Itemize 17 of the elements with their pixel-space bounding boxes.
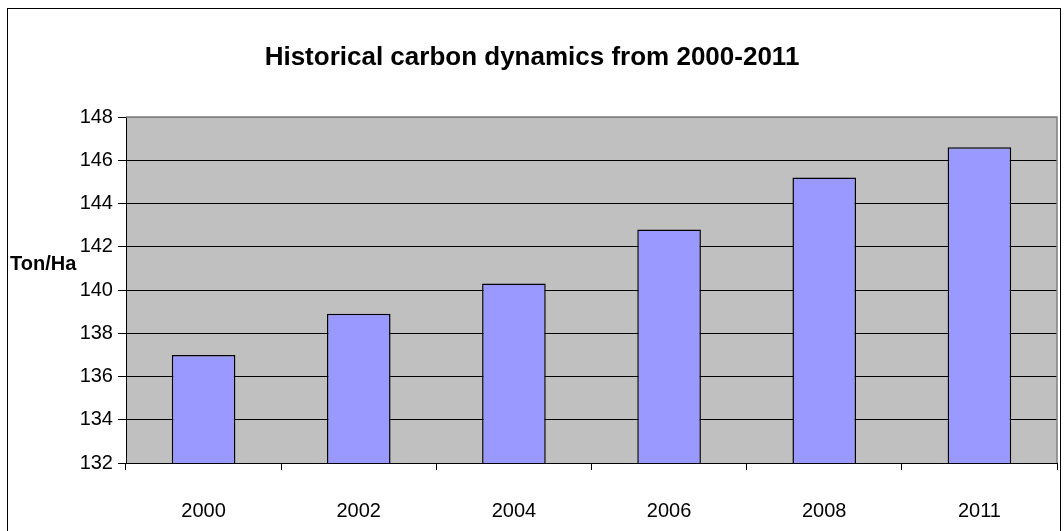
y-axis-title: Ton/Ha xyxy=(10,251,78,274)
x-tick-label: 2006 xyxy=(646,498,692,521)
y-tick-label: 144 xyxy=(79,191,113,214)
y-tick-label: 140 xyxy=(79,277,113,300)
y-tick-label: 146 xyxy=(79,147,113,170)
x-tick-label: 2000 xyxy=(181,498,226,521)
x-tick-label: 2011 xyxy=(957,498,1001,521)
x-tick-label: 2004 xyxy=(491,498,537,521)
chart-title: Historical carbon dynamics from 2000-2011 xyxy=(264,41,800,72)
y-tick-label: 132 xyxy=(79,450,113,473)
y-tick-label: 138 xyxy=(79,320,113,343)
x-tick-label: 2008 xyxy=(802,498,847,521)
y-tick-label: 134 xyxy=(79,407,113,430)
y-tick-label: 142 xyxy=(79,234,113,257)
x-tick-label: 2002 xyxy=(336,498,381,521)
y-tick-label: 148 xyxy=(79,104,113,127)
y-tick-label: 136 xyxy=(79,364,113,387)
